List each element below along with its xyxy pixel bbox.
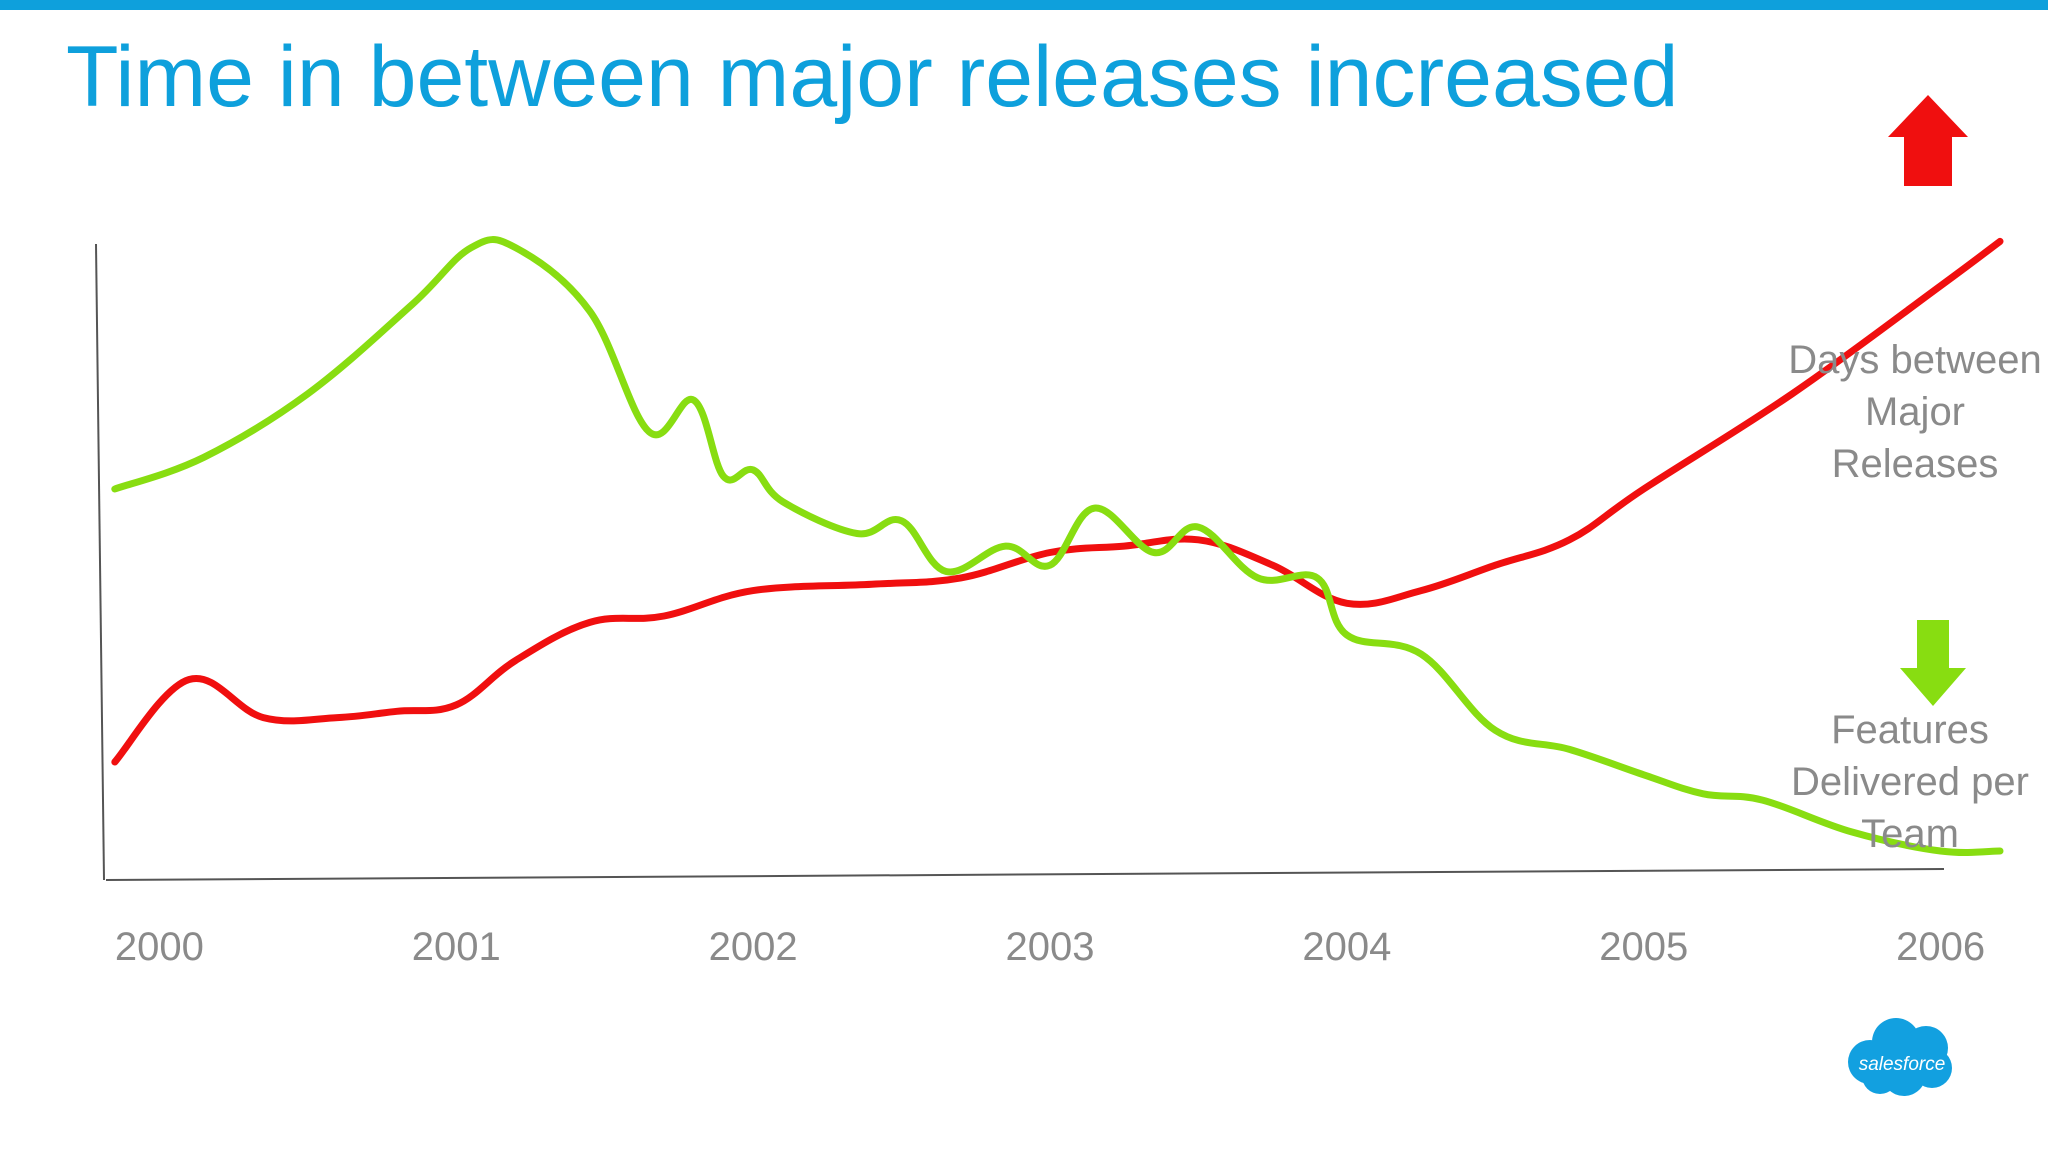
features-label-line-3: Team bbox=[1861, 812, 1959, 856]
top-accent-bar bbox=[0, 0, 2048, 10]
x-tick-label-2006: 2006 bbox=[1896, 925, 1985, 969]
y-axis bbox=[95, 243, 105, 881]
slide-title: Time in between major releases increased bbox=[66, 29, 1679, 125]
x-tick-label-2002: 2002 bbox=[709, 925, 798, 969]
x-tick-labels: 2000 2001 2002 2003 2004 2005 2006 bbox=[115, 925, 1985, 969]
logo-text: salesforce bbox=[1859, 1054, 1946, 1075]
x-axis bbox=[105, 868, 1945, 881]
features-label-line-1: Features bbox=[1831, 708, 1989, 752]
x-tick-label-2005: 2005 bbox=[1599, 925, 1688, 969]
series-lines bbox=[111, 236, 2004, 856]
features-per-team-line bbox=[111, 236, 2004, 856]
salesforce-logo: salesforce bbox=[1848, 1018, 1952, 1096]
days-label-line-2: Major bbox=[1864, 390, 1966, 434]
increase-arrow-icon bbox=[1888, 95, 1968, 186]
days-between-releases-label: Days between Major Releases bbox=[1770, 334, 2048, 490]
x-tick-label-2003: 2003 bbox=[1006, 925, 1095, 969]
days-label-line-1: Days between bbox=[1788, 338, 2042, 382]
days-label-line-3: Releases bbox=[1831, 442, 1999, 486]
salesforce-cloud-icon bbox=[1848, 1018, 1952, 1096]
features-per-team-label: Features Delivered per Team bbox=[1760, 704, 2048, 860]
decrease-arrow-icon bbox=[1900, 620, 1966, 706]
x-tick-label-2004: 2004 bbox=[1302, 925, 1391, 969]
features-label-line-2: Delivered per bbox=[1791, 760, 2029, 804]
x-tick-label-2001: 2001 bbox=[412, 925, 501, 969]
x-tick-label-2000: 2000 bbox=[115, 925, 204, 969]
